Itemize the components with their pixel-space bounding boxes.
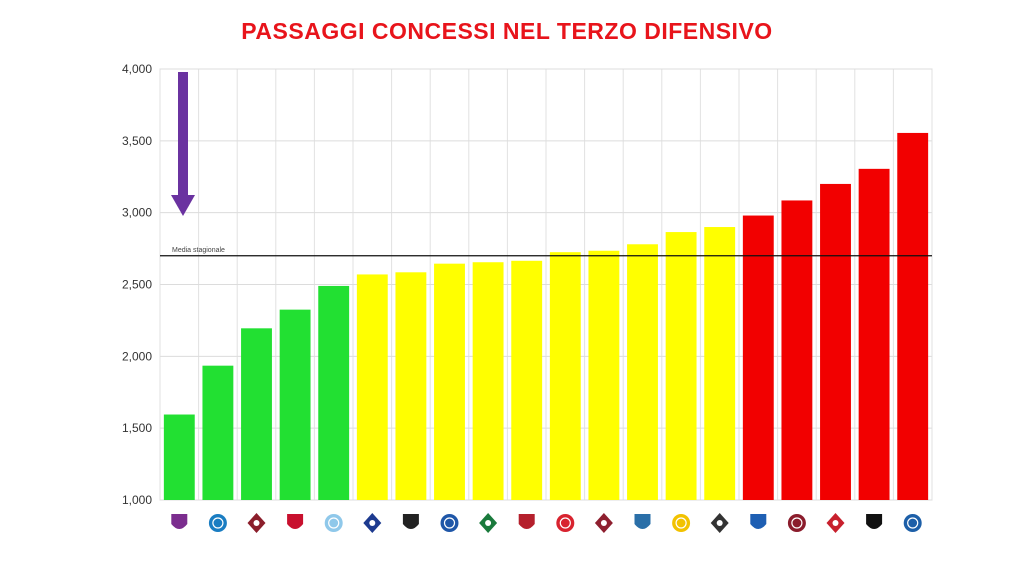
chart-title: PASSAGGI CONCESSI NEL TERZO DIFENSIVO (241, 18, 773, 44)
y-tick-label: 1,500 (122, 421, 152, 435)
monza-logo (556, 514, 575, 532)
inter-logo (363, 513, 382, 533)
lazio-logo (324, 514, 343, 532)
bar-milan (279, 309, 311, 500)
spezia-logo (710, 513, 729, 533)
grid (159, 68, 933, 501)
bar-bologna (511, 260, 543, 500)
x-axis-logos (171, 513, 922, 533)
juventus-logo (866, 514, 883, 529)
bar-cremonese (820, 183, 851, 500)
y-tick-label: 2,000 (122, 349, 152, 363)
bar-empoli (897, 132, 929, 500)
bar-torino (241, 328, 272, 500)
torino-logo (247, 513, 266, 533)
y-tick-label: 4,000 (122, 62, 152, 76)
arrow-head (171, 195, 195, 216)
cremonese-logo (826, 513, 845, 533)
verona-logo (672, 514, 691, 532)
bar-udinese (395, 272, 427, 500)
napoli-logo (208, 514, 227, 532)
bar-salernitana (781, 200, 813, 500)
bar-monza (549, 252, 581, 500)
bar-atalanta (434, 263, 465, 500)
bar-fiorentina (163, 414, 195, 500)
roma-logo (594, 513, 613, 533)
average-label: Media stagionale (172, 247, 225, 254)
arrow-shaft (178, 72, 188, 196)
bologna-logo (518, 514, 535, 529)
y-tick-label: 3,500 (122, 134, 152, 148)
y-axis: 1,000 1,500 2,000 2,500 3,000 3,500 4,000 (122, 62, 152, 507)
down-arrow-icon (171, 72, 195, 216)
bar-verona (665, 232, 697, 501)
udinese-logo (402, 514, 419, 529)
lecce-logo (634, 514, 651, 529)
bar-roma (588, 250, 620, 500)
sassuolo-logo (479, 513, 498, 533)
y-tick-label: 1,000 (122, 493, 152, 507)
bar-spezia (704, 227, 736, 501)
bar-sassuolo (472, 262, 504, 500)
bar-lazio (318, 285, 350, 500)
bar-lecce (627, 244, 658, 500)
atalanta-logo (440, 514, 459, 532)
average-line-group: Media stagionale (160, 247, 932, 257)
milan-logo (287, 514, 304, 529)
y-tick-label: 2,500 (122, 278, 152, 292)
sampdoria-logo (750, 514, 767, 529)
fiorentina-logo (171, 514, 188, 529)
bar-juventus (858, 168, 890, 500)
bar-sampdoria (742, 215, 774, 501)
salernitana-logo (787, 514, 806, 532)
y-tick-label: 3,000 (122, 206, 152, 220)
bar-inter (356, 274, 388, 500)
bar-napoli (202, 365, 234, 500)
empoli-logo (903, 514, 922, 532)
bars (163, 132, 929, 501)
